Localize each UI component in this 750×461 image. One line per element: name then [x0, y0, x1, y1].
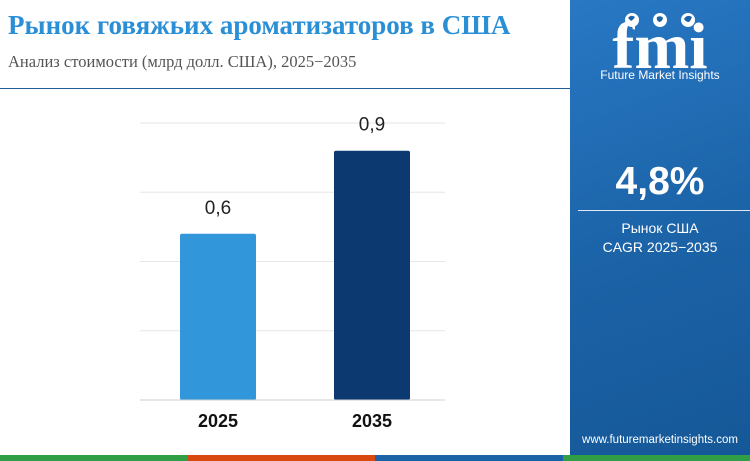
cagr-value: 4,8%	[615, 160, 705, 203]
globe-continents	[628, 15, 692, 22]
bar-chart: 0,6 2025 0,9 2035	[140, 115, 445, 431]
website-link[interactable]: www.futuremarketinsights.com	[582, 434, 738, 446]
cagr-divider	[578, 210, 750, 211]
bar-2025	[180, 233, 256, 400]
cagr-label-market: Рынок США	[621, 220, 699, 236]
header-divider	[0, 88, 570, 89]
bar-2035	[334, 150, 410, 400]
x-tick-label-2025: 2025	[198, 411, 238, 431]
value-label-2025: 0,6	[205, 198, 231, 219]
x-tick-label-2035: 2035	[352, 411, 392, 431]
cagr-label-period: CAGR 2025−2035	[602, 239, 718, 255]
page-title: Рынок говяжьих ароматизаторов в США	[8, 10, 511, 40]
brand-name: Future Market Insights	[600, 68, 720, 82]
page-subtitle: Анализ стоимости (млрд долл. США), 2025−…	[8, 52, 357, 71]
footer-segment-3	[375, 455, 563, 461]
footer-segment-1	[0, 455, 188, 461]
footer-segment-4	[562, 455, 750, 461]
chart-panel: Рынок говяжьих ароматизаторов в США Анал…	[0, 10, 570, 431]
fmi-logo-icon: fmi	[612, 10, 707, 83]
footer-segment-2	[187, 455, 375, 461]
footer-color-strip	[0, 455, 750, 461]
brand-panel: fmi Future Market Insights 4,8% Рынок СШ…	[570, 0, 750, 455]
cagr-label: Рынок США CAGR 2025−2035	[570, 219, 750, 257]
value-label-2035: 0,9	[359, 115, 385, 136]
